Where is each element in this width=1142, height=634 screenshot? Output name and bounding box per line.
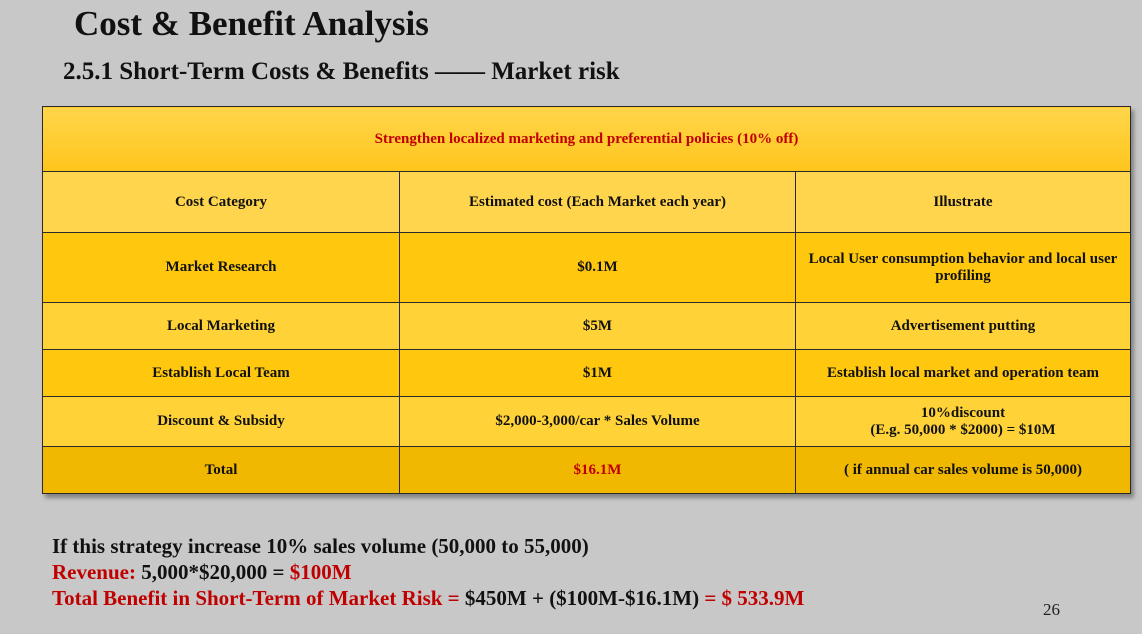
slide-title: Cost & Benefit Analysis <box>74 4 429 43</box>
row-category: Discount & Subsidy <box>42 396 400 447</box>
row-illustrate: Local User consumption behavior and loca… <box>795 232 1131 303</box>
row-category: Local Marketing <box>42 302 400 350</box>
revenue-label: Revenue: <box>52 560 136 584</box>
table-total-row: Total $16.1M ( if annual car sales volum… <box>42 446 1131 494</box>
benefit-label: Total Benefit in Short-Term of Market Ri… <box>52 586 465 610</box>
summary-line-revenue: Revenue: 5,000*$20,000 = $100M <box>52 559 804 585</box>
row-cost: $0.1M <box>399 232 796 303</box>
table-row: Establish Local Team $1M Establish local… <box>42 349 1131 397</box>
illustrate-line-1: 10%discount <box>920 404 1006 421</box>
table-banner: Strengthen localized marketing and prefe… <box>42 106 1131 172</box>
column-header-estimated-cost: Estimated cost (Each Market each year) <box>399 171 796 233</box>
summary-block: If this strategy increase 10% sales volu… <box>52 533 804 611</box>
total-note: ( if annual car sales volume is 50,000) <box>795 446 1131 494</box>
cost-table: Strengthen localized marketing and prefe… <box>42 106 1131 494</box>
row-category: Market Research <box>42 232 400 303</box>
table-row: Local Marketing $5M Advertisement puttin… <box>42 302 1131 350</box>
table-banner-row: Strengthen localized marketing and prefe… <box>42 106 1131 172</box>
row-category: Establish Local Team <box>42 349 400 397</box>
revenue-value: $100M <box>289 560 352 584</box>
total-cost: $16.1M <box>399 446 796 494</box>
column-header-illustrate: Illustrate <box>795 171 1131 233</box>
benefit-calc: $450M + ($100M-$16.1M) <box>464 586 700 610</box>
column-header-cost-category: Cost Category <box>42 171 400 233</box>
table-header-row: Cost Category Estimated cost (Each Marke… <box>42 171 1131 233</box>
table-row: Market Research $0.1M Local User consump… <box>42 232 1131 303</box>
slide-subtitle: 2.5.1 Short-Term Costs & Benefits —— Mar… <box>63 58 620 85</box>
page-number: 26 <box>1043 600 1060 619</box>
summary-line-volume: If this strategy increase 10% sales volu… <box>52 534 589 558</box>
row-illustrate: Establish local market and operation tea… <box>795 349 1131 397</box>
row-cost: $2,000-3,000/car * Sales Volume <box>399 396 796 447</box>
row-illustrate: 10%discount (E.g. 50,000 * $2000) = $10M <box>795 396 1131 447</box>
summary-line-benefit: Total Benefit in Short-Term of Market Ri… <box>52 585 804 611</box>
benefit-result: = $ 533.9M <box>699 586 805 610</box>
illustrate-line-2: (E.g. 50,000 * $2000) = $10M <box>870 421 1056 438</box>
row-cost: $1M <box>399 349 796 397</box>
total-label: Total <box>42 446 400 494</box>
table-row: Discount & Subsidy $2,000-3,000/car * Sa… <box>42 396 1131 447</box>
row-illustrate: Advertisement putting <box>795 302 1131 350</box>
row-cost: $5M <box>399 302 796 350</box>
revenue-calc: 5,000*$20,000 = <box>135 560 290 584</box>
